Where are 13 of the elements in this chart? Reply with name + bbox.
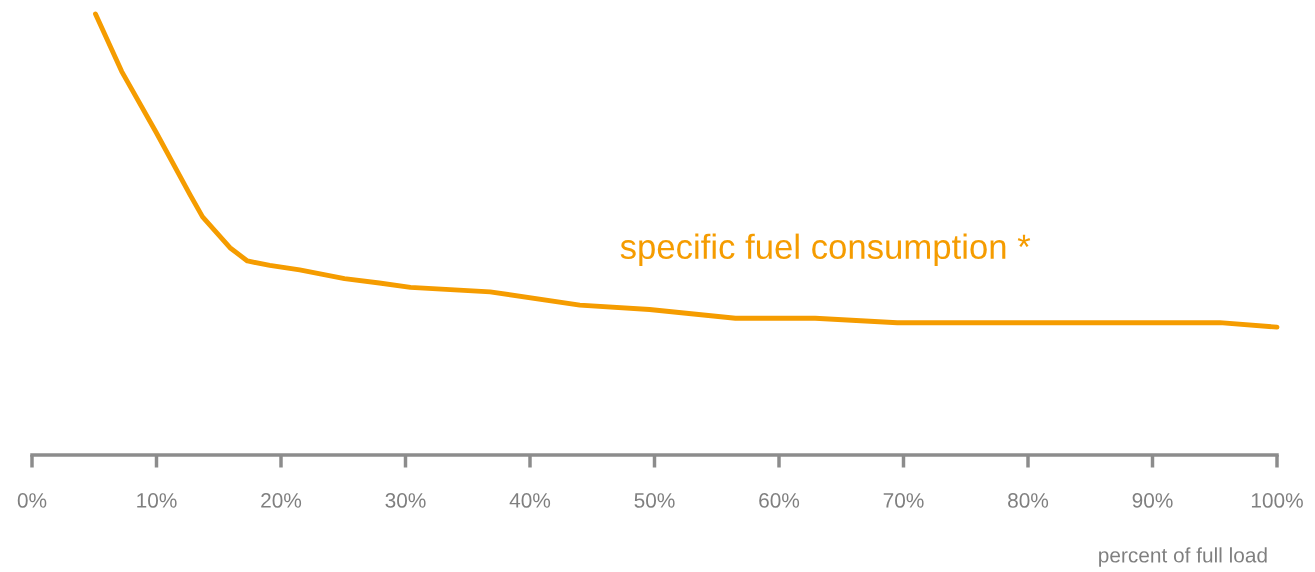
- x-tick-label: 70%: [883, 493, 924, 508]
- series-label: specific fuel consumption *: [620, 233, 1031, 266]
- x-tick-label: 80%: [1008, 493, 1049, 508]
- x-tick-label: 30%: [385, 493, 426, 508]
- x-tick-label: 0%: [17, 493, 47, 508]
- x-axis-title: percent of full load: [1099, 547, 1267, 567]
- x-tick-label: 40%: [509, 493, 551, 508]
- x-tick-label: 60%: [759, 493, 800, 508]
- x-tick-label: 90%: [1132, 493, 1173, 508]
- x-tick-label: 100%: [1251, 493, 1303, 508]
- x-tick-label: 50%: [634, 493, 675, 508]
- x-tick-label: 10%: [137, 493, 177, 508]
- x-tick-label: 20%: [261, 493, 302, 508]
